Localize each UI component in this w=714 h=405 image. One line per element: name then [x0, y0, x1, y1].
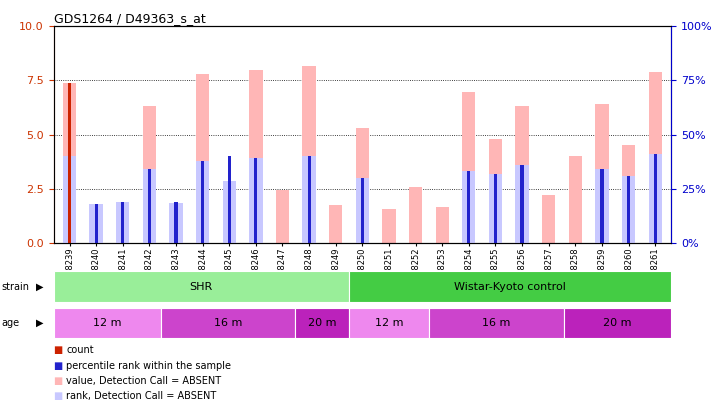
- Bar: [436, 207, 449, 243]
- Bar: [622, 145, 635, 243]
- Bar: [542, 195, 555, 243]
- Text: strain: strain: [1, 281, 29, 292]
- Bar: [94, 204, 98, 243]
- Bar: [201, 161, 204, 243]
- Text: GDS1264 / D49363_s_at: GDS1264 / D49363_s_at: [54, 12, 206, 25]
- Text: age: age: [1, 318, 19, 328]
- Bar: [228, 156, 231, 243]
- Bar: [308, 156, 311, 243]
- Bar: [462, 92, 476, 243]
- Bar: [653, 154, 657, 243]
- Bar: [516, 165, 529, 243]
- Bar: [223, 181, 236, 243]
- Bar: [595, 104, 608, 243]
- Bar: [361, 178, 364, 243]
- Bar: [595, 169, 608, 243]
- Bar: [489, 174, 502, 243]
- Bar: [467, 171, 471, 243]
- Bar: [409, 187, 422, 243]
- Bar: [196, 161, 209, 243]
- Bar: [349, 271, 671, 302]
- Bar: [295, 308, 349, 338]
- Bar: [161, 308, 295, 338]
- Bar: [254, 158, 258, 243]
- Text: 20 m: 20 m: [603, 318, 632, 328]
- Bar: [521, 165, 523, 243]
- Bar: [148, 169, 151, 243]
- Text: 12 m: 12 m: [93, 318, 121, 328]
- Bar: [564, 308, 671, 338]
- Text: 12 m: 12 m: [375, 318, 403, 328]
- Bar: [600, 169, 603, 243]
- Bar: [143, 169, 156, 243]
- Bar: [116, 202, 129, 243]
- Text: 16 m: 16 m: [483, 318, 511, 328]
- Bar: [648, 154, 662, 243]
- Bar: [430, 308, 564, 338]
- Bar: [54, 308, 161, 338]
- Bar: [249, 158, 263, 243]
- Bar: [622, 176, 635, 243]
- Bar: [174, 202, 178, 243]
- Bar: [329, 205, 343, 243]
- Bar: [356, 128, 369, 243]
- Bar: [627, 176, 630, 243]
- Bar: [349, 308, 430, 338]
- Bar: [516, 107, 529, 243]
- Bar: [68, 156, 71, 243]
- Text: ■: ■: [54, 376, 63, 386]
- Bar: [356, 178, 369, 243]
- Bar: [68, 83, 71, 243]
- Bar: [249, 70, 263, 243]
- Bar: [494, 174, 497, 243]
- Text: ■: ■: [54, 361, 63, 371]
- Text: value, Detection Call = ABSENT: value, Detection Call = ABSENT: [66, 376, 221, 386]
- Text: count: count: [66, 345, 94, 355]
- Bar: [169, 203, 183, 243]
- Bar: [169, 203, 183, 243]
- Bar: [196, 74, 209, 243]
- Text: ▶: ▶: [36, 281, 44, 292]
- Bar: [303, 66, 316, 243]
- Bar: [143, 107, 156, 243]
- Text: ■: ■: [54, 345, 63, 355]
- Bar: [489, 139, 502, 243]
- Text: 20 m: 20 m: [308, 318, 336, 328]
- Text: rank, Detection Call = ABSENT: rank, Detection Call = ABSENT: [66, 392, 216, 401]
- Text: ▶: ▶: [36, 318, 44, 328]
- Bar: [382, 209, 396, 243]
- Bar: [89, 204, 103, 243]
- Bar: [223, 181, 236, 243]
- Text: SHR: SHR: [190, 281, 213, 292]
- Text: Wistar-Kyoto control: Wistar-Kyoto control: [454, 281, 566, 292]
- Bar: [54, 271, 349, 302]
- Text: ■: ■: [54, 392, 63, 401]
- Bar: [89, 204, 103, 243]
- Bar: [116, 202, 129, 243]
- Bar: [303, 156, 316, 243]
- Text: 16 m: 16 m: [214, 318, 242, 328]
- Bar: [568, 156, 582, 243]
- Bar: [121, 202, 124, 243]
- Bar: [648, 72, 662, 243]
- Text: percentile rank within the sample: percentile rank within the sample: [66, 361, 231, 371]
- Bar: [462, 171, 476, 243]
- Bar: [63, 83, 76, 243]
- Bar: [63, 156, 76, 243]
- Bar: [276, 190, 289, 243]
